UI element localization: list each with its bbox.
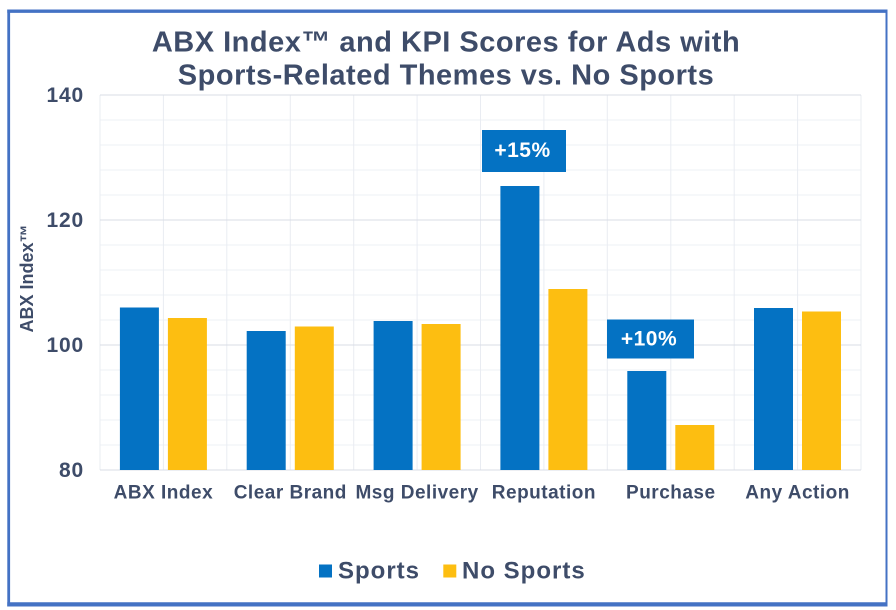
svg-text:Sports-Related Themes vs. No S: Sports-Related Themes vs. No Sports xyxy=(178,60,714,92)
svg-text:ABX Index: ABX Index xyxy=(114,483,214,504)
svg-text:120: 120 xyxy=(47,209,84,232)
svg-text:+10%: +10% xyxy=(621,328,677,351)
svg-text:+15%: +15% xyxy=(494,139,550,162)
svg-text:ABX Index™ and KPI Scores for: ABX Index™ and KPI Scores for Ads with xyxy=(152,27,740,59)
svg-text:Any Action: Any Action xyxy=(745,483,850,504)
svg-text:Sports: Sports xyxy=(338,558,420,585)
svg-text:Reputation: Reputation xyxy=(492,483,596,504)
svg-text:100: 100 xyxy=(47,334,84,357)
svg-text:Clear Brand: Clear Brand xyxy=(234,483,347,504)
svg-text:ABX Index™: ABX Index™ xyxy=(17,224,37,332)
svg-text:Msg Delivery: Msg Delivery xyxy=(355,483,478,504)
svg-text:No Sports: No Sports xyxy=(462,558,586,585)
svg-text:140: 140 xyxy=(47,84,84,107)
svg-text:80: 80 xyxy=(59,459,84,482)
svg-text:Purchase: Purchase xyxy=(626,483,716,504)
